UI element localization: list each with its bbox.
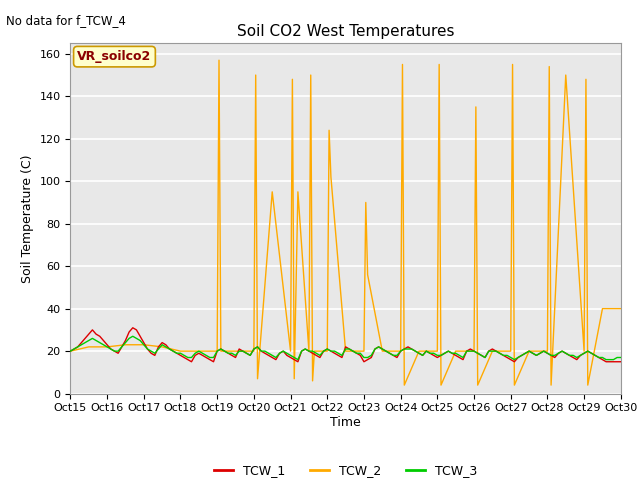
Title: Soil CO2 West Temperatures: Soil CO2 West Temperatures	[237, 24, 454, 39]
X-axis label: Time: Time	[330, 416, 361, 429]
Legend: TCW_1, TCW_2, TCW_3: TCW_1, TCW_2, TCW_3	[209, 459, 482, 480]
Y-axis label: Soil Temperature (C): Soil Temperature (C)	[21, 154, 34, 283]
Text: No data for f_TCW_4: No data for f_TCW_4	[6, 14, 126, 27]
Text: VR_soilco2: VR_soilco2	[77, 50, 152, 63]
